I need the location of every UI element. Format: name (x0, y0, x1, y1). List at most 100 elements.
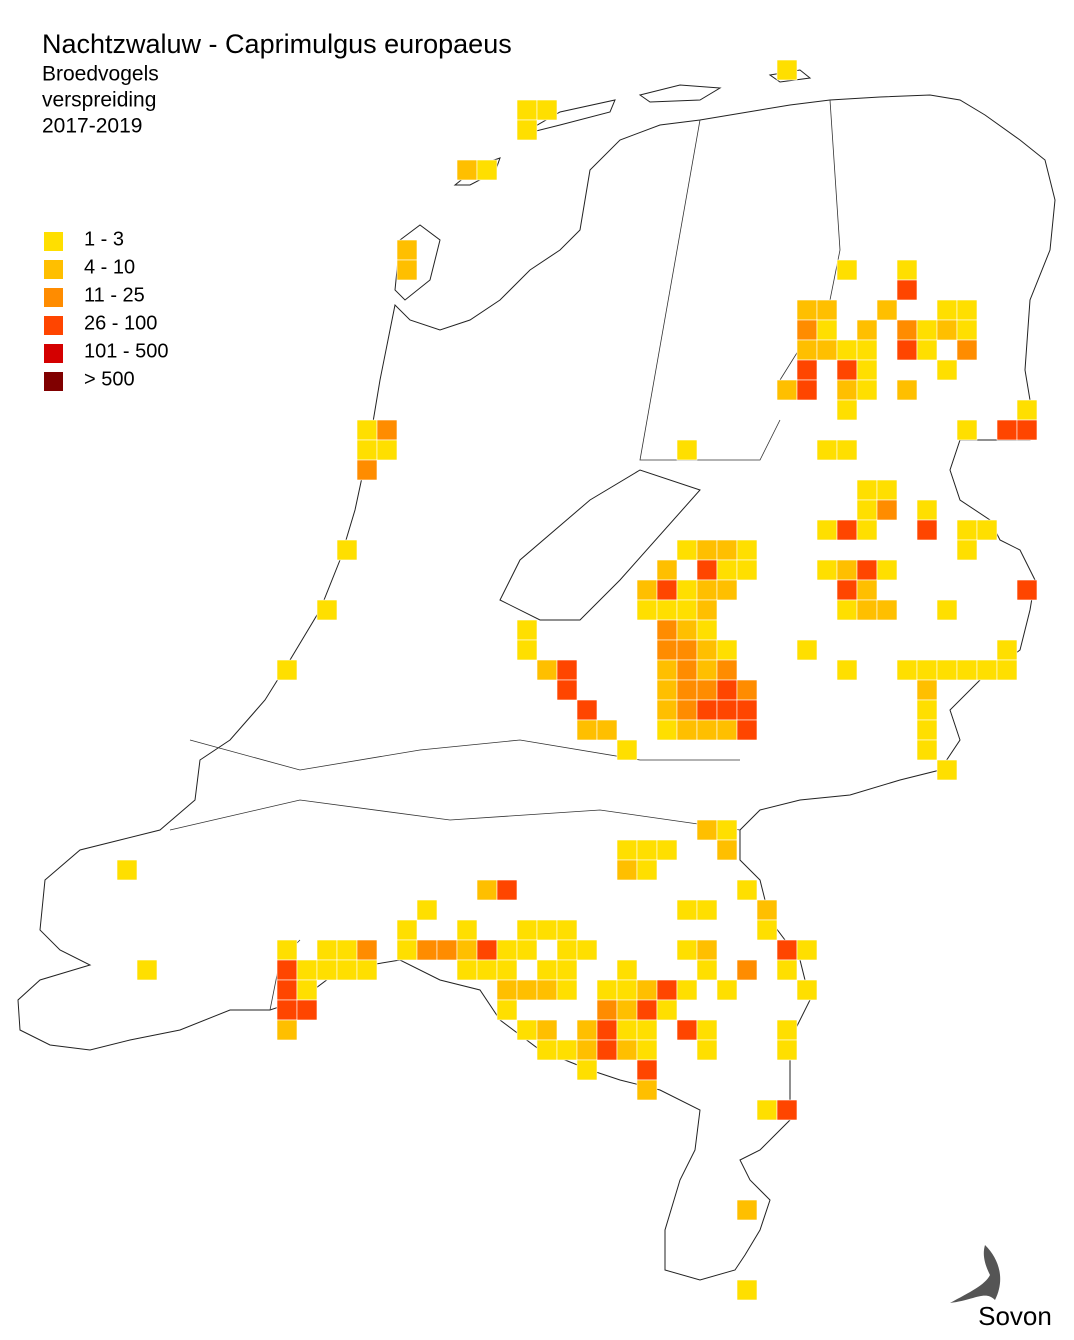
grid-cell (856, 479, 878, 501)
grid-cell (876, 479, 898, 501)
grid-cell (556, 979, 578, 1001)
grid-cell (896, 339, 918, 361)
grid-cell (576, 1059, 598, 1081)
grid-cell (956, 539, 978, 561)
grid-cell (516, 939, 538, 961)
grid-cell (656, 599, 678, 621)
grid-cell (636, 579, 658, 601)
grid-cell (776, 1039, 798, 1061)
grid-cell (796, 939, 818, 961)
grid-cell (916, 339, 938, 361)
grid-cell (756, 1099, 778, 1121)
grid-cell (616, 859, 638, 881)
grid-cell (836, 519, 858, 541)
grid-cell (936, 359, 958, 381)
grid-cell (516, 639, 538, 661)
legend-swatch (44, 372, 63, 391)
grid-cell (376, 439, 398, 461)
grid-cell (816, 319, 838, 341)
grid-cell (736, 699, 758, 721)
grid-cell (856, 519, 878, 541)
grid-cell (356, 419, 378, 441)
grid-cell (816, 299, 838, 321)
grid-cell (676, 679, 698, 701)
grid-cell (536, 1019, 558, 1041)
legend-swatch (44, 316, 63, 335)
grid-cell (736, 719, 758, 741)
grid-cell (796, 639, 818, 661)
grid-cell (676, 719, 698, 741)
grid-cell (396, 939, 418, 961)
grid-cell (636, 979, 658, 1001)
grid-cell (316, 599, 338, 621)
grid-cell (836, 559, 858, 581)
grid-cell (596, 1039, 618, 1061)
grid-cell (656, 839, 678, 861)
grid-cell (856, 559, 878, 581)
grid-cell (656, 699, 678, 721)
subtitle: Broedvogels verspreiding 2017-2019 (42, 63, 159, 138)
map-title: Nachtzwaluw - Caprimulgus europaeus (42, 29, 512, 59)
grid-cell (936, 299, 958, 321)
grid-cell (516, 619, 538, 641)
grid-cell (836, 579, 858, 601)
grid-cell (696, 959, 718, 981)
grid-cell (616, 739, 638, 761)
grid-cell (736, 1279, 758, 1301)
grid-cell (796, 979, 818, 1001)
grid-cell (776, 939, 798, 961)
grid-cell (936, 759, 958, 781)
grid-cell (996, 419, 1018, 441)
grid-cells (116, 59, 1038, 1301)
grid-cell (836, 399, 858, 421)
legend-swatch (44, 232, 63, 251)
grid-cell (576, 699, 598, 721)
grid-cell (736, 559, 758, 581)
grid-cell (976, 659, 998, 681)
grid-cell (856, 599, 878, 621)
grid-cell (736, 679, 758, 701)
grid-cell (676, 659, 698, 681)
grid-cell (836, 599, 858, 621)
grid-cell (876, 559, 898, 581)
grid-cell (516, 979, 538, 1001)
grid-cell (656, 579, 678, 601)
grid-cell (736, 1199, 758, 1221)
grid-cell (696, 679, 718, 701)
grid-cell (836, 339, 858, 361)
grid-cell (676, 939, 698, 961)
grid-cell (856, 379, 878, 401)
grid-cell (336, 539, 358, 561)
grid-cell (496, 999, 518, 1021)
grid-cell (936, 319, 958, 341)
grid-cell (396, 239, 418, 261)
grid-cell (856, 319, 878, 341)
grid-cell (916, 519, 938, 541)
grid-cell (696, 619, 718, 641)
grid-cell (856, 339, 878, 361)
grid-cell (716, 659, 738, 681)
grid-cell (416, 899, 438, 921)
grid-cell (716, 679, 738, 701)
grid-cell (496, 959, 518, 981)
grid-cell (556, 659, 578, 681)
grid-cell (556, 1039, 578, 1061)
grid-cell (1016, 579, 1038, 601)
legend-swatch (44, 260, 63, 279)
grid-cell (676, 699, 698, 721)
legend-label: 4 - 10 (84, 256, 135, 278)
grid-cell (276, 659, 298, 681)
subtitle-line: verspreiding (42, 89, 156, 112)
grid-cell (396, 919, 418, 941)
grid-cell (516, 119, 538, 141)
grid-cell (716, 559, 738, 581)
grid-cell (776, 959, 798, 981)
grid-cell (676, 619, 698, 641)
grid-cell (596, 719, 618, 741)
grid-cell (656, 719, 678, 741)
grid-cell (676, 899, 698, 921)
legend-swatch (44, 288, 63, 307)
grid-cell (936, 659, 958, 681)
grid-cell (416, 939, 438, 961)
grid-cell (856, 499, 878, 521)
